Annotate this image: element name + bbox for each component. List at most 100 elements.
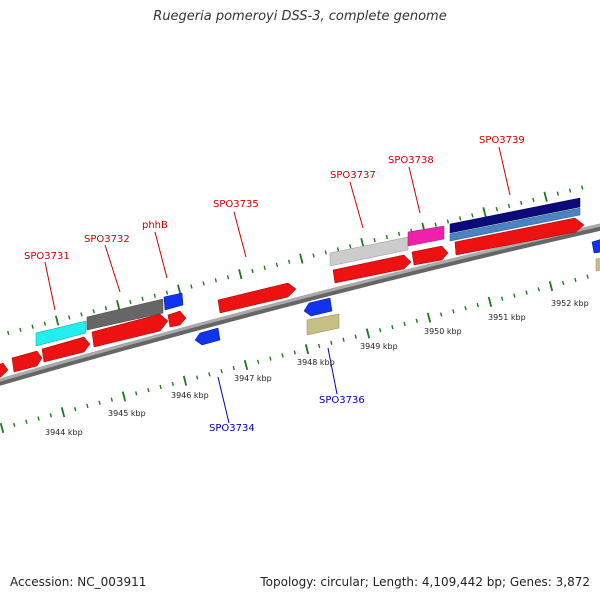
minor-tick (232, 365, 235, 371)
feature-bar-blue-edge[interactable] (591, 239, 600, 254)
minor-tick (556, 191, 560, 196)
minor-tick (7, 330, 10, 336)
minor-tick (415, 318, 418, 323)
minor-tick (507, 203, 511, 209)
minor-tick (86, 403, 89, 409)
minor-tick (391, 325, 394, 330)
rev-arrow-blue[interactable] (194, 327, 221, 346)
cds-arrow[interactable] (11, 350, 43, 373)
major-tick (548, 281, 554, 292)
cds-arrow[interactable] (217, 282, 297, 314)
minor-tick (500, 296, 504, 301)
minor-tick (251, 268, 254, 274)
inner-tick-row (0, 274, 589, 434)
minor-tick (269, 356, 272, 361)
major-tick (121, 391, 127, 402)
feature-bar-cyan[interactable] (35, 320, 87, 347)
minor-tick (458, 216, 462, 221)
major-tick (116, 299, 121, 311)
feature-bar-gray[interactable] (86, 298, 164, 331)
feature-bar-lightgray[interactable] (329, 236, 409, 267)
minor-tick (452, 309, 455, 314)
rev-bar-khaki[interactable] (306, 313, 340, 336)
minor-tick (129, 299, 132, 305)
minor-tick (74, 406, 77, 412)
feature-bar-magenta[interactable] (407, 225, 445, 247)
major-tick (60, 407, 66, 418)
gene-label: SPO3736 (319, 395, 365, 406)
major-tick (0, 422, 5, 434)
minor-tick (208, 372, 211, 377)
minor-tick (202, 281, 205, 286)
minor-tick (476, 302, 479, 308)
major-tick (365, 328, 371, 339)
major-tick (543, 191, 548, 202)
minor-tick (147, 388, 150, 393)
cds-arrow[interactable] (0, 362, 9, 378)
outer-tick-row (7, 185, 584, 336)
rev-arrow-blue[interactable] (303, 297, 333, 317)
cds-arrow[interactable] (454, 217, 585, 256)
minor-tick (561, 280, 565, 286)
major-tick (182, 375, 188, 386)
minor-tick (581, 185, 584, 190)
minor-tick (312, 253, 315, 258)
major-tick (487, 296, 493, 307)
scale-label: 3948 kbp (297, 358, 335, 367)
cds-arrow[interactable] (411, 245, 449, 266)
gene-labels-top: SPO3731 SPO3732 phhB SPO3735 SPO3737 SPO… (24, 135, 525, 262)
minor-tick (525, 290, 528, 295)
minor-tick (537, 287, 540, 292)
scale-label: 3945 kbp (108, 409, 146, 418)
minor-tick (342, 337, 345, 342)
minor-tick (586, 274, 589, 279)
feature-bar-steelblue[interactable] (449, 207, 581, 242)
minor-tick (434, 222, 437, 227)
minor-tick (574, 277, 577, 282)
rev-bar-khaki-edge[interactable] (595, 258, 600, 272)
minor-tick (220, 369, 223, 374)
minor-tick (110, 397, 113, 402)
gene-label: phhB (142, 220, 168, 231)
minor-tick (19, 327, 22, 332)
minor-tick (532, 197, 535, 202)
minor-tick (439, 312, 443, 317)
minor-tick (354, 334, 357, 339)
minor-tick (568, 188, 572, 193)
gene-label: SPO3738 (388, 155, 434, 166)
minor-tick (135, 391, 138, 396)
minor-tick (49, 413, 52, 418)
major-tick (54, 315, 60, 326)
minor-tick (330, 340, 333, 346)
minor-tick (275, 262, 279, 267)
minor-tick (403, 321, 406, 327)
minor-tick (37, 416, 40, 421)
cds-arrow[interactable] (91, 313, 169, 348)
accession-text: Accession: NC_003911 (10, 575, 147, 589)
feature-bar-blue[interactable] (163, 292, 184, 311)
cds-arrow[interactable] (41, 336, 91, 363)
minor-tick (471, 213, 474, 218)
scale-label: 3944 kbp (45, 428, 83, 437)
cds-arrow[interactable] (167, 310, 187, 328)
major-tick (426, 312, 432, 323)
minor-tick (25, 419, 28, 424)
minor-tick (98, 400, 101, 405)
minor-tick (92, 309, 95, 314)
map-title: Ruegeria pomeroyi DSS-3, complete genome (153, 9, 447, 24)
minor-tick (141, 296, 144, 301)
feature-bar-navy[interactable] (449, 197, 581, 234)
scale-labels: 3944 kbp 3945 kbp 3946 kbp 3947 kbp 3948… (45, 299, 589, 437)
major-tick (238, 269, 243, 280)
minor-tick (159, 384, 162, 390)
minor-tick (165, 290, 169, 295)
minor-tick (263, 265, 266, 271)
major-tick (482, 207, 487, 218)
minor-tick (281, 353, 284, 358)
scale-label: 3951 kbp (488, 313, 526, 322)
gene-label: SPO3734 (209, 423, 255, 434)
minor-tick (214, 278, 218, 283)
gene-label: SPO3735 (213, 199, 259, 210)
cds-arrow[interactable] (332, 254, 412, 284)
